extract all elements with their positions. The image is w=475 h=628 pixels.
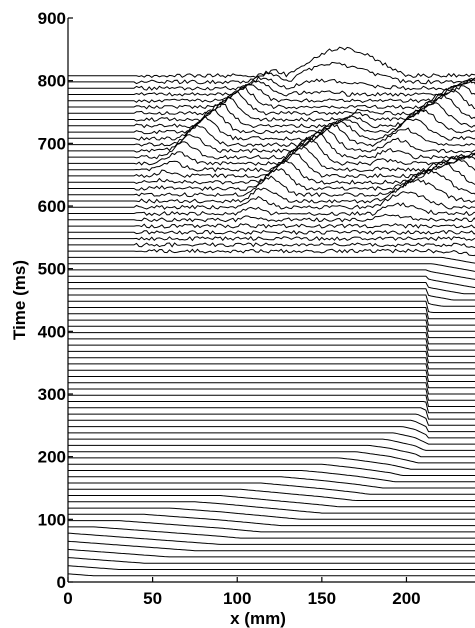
trace-line <box>67 573 475 577</box>
x-axis-title: x (mm) <box>230 609 286 628</box>
trace-line <box>68 444 475 458</box>
trace-line <box>68 136 475 166</box>
trace-line <box>68 319 475 332</box>
trace-line <box>68 178 475 204</box>
axes <box>67 18 475 583</box>
x-tick-label: 100 <box>223 589 251 608</box>
trace-line <box>67 540 475 552</box>
trace-line <box>68 93 475 122</box>
trace-line <box>67 548 475 558</box>
trace-line <box>68 76 475 91</box>
x-tick-label: 50 <box>143 589 162 608</box>
trace-line <box>68 482 475 495</box>
trace-line <box>68 332 475 345</box>
trace-line <box>68 229 475 235</box>
trace-line <box>68 307 475 320</box>
trace-line <box>68 382 475 395</box>
trace-line <box>68 202 475 217</box>
trace-line <box>68 168 475 198</box>
trace-line <box>68 61 475 85</box>
trace-line <box>67 565 475 570</box>
trace-line <box>68 451 475 464</box>
trace-line <box>68 223 475 229</box>
trace-line <box>68 376 475 389</box>
trace-line <box>68 150 475 179</box>
trace-line <box>68 294 475 307</box>
y-tick-label: 300 <box>38 385 66 404</box>
trace-line <box>68 457 475 470</box>
trace-line <box>68 526 475 539</box>
trace-line <box>68 131 475 160</box>
trace-line <box>68 126 475 154</box>
trace-line <box>68 115 475 141</box>
trace-line <box>68 357 475 370</box>
trace-line <box>68 282 475 295</box>
trace-line <box>68 313 475 326</box>
y-tick-label: 100 <box>38 510 66 529</box>
y-tick-label: 900 <box>38 9 66 28</box>
trace-line <box>68 236 475 242</box>
trace-line <box>68 350 475 364</box>
trace-line <box>68 77 475 97</box>
y-tick-label: 200 <box>38 448 66 467</box>
trace-line <box>68 191 475 210</box>
trace-line <box>68 275 475 288</box>
trace-line <box>68 46 475 79</box>
trace-line <box>68 507 475 520</box>
trace-lines <box>67 46 475 583</box>
trace-line <box>68 369 475 382</box>
trace-line <box>68 495 475 508</box>
trace-line <box>68 426 475 439</box>
trace-line <box>68 288 475 301</box>
y-tick-label: 0 <box>57 573 66 592</box>
trace-line <box>68 338 475 351</box>
trace-line <box>68 300 475 313</box>
trace-line <box>68 344 475 357</box>
x-ticks: 050100150200250 <box>63 577 421 608</box>
y-tick-label: 500 <box>38 260 66 279</box>
trace-line <box>68 488 475 501</box>
trace-line <box>68 248 475 257</box>
trace-line <box>68 213 475 223</box>
y-tick-label: 700 <box>38 134 66 153</box>
y-tick-label: 600 <box>38 197 66 216</box>
trace-line <box>68 470 475 483</box>
trace-line <box>68 413 475 426</box>
y-tick-label: 800 <box>38 72 66 91</box>
trace-line <box>68 394 475 407</box>
y-ticks: 0 100 200 300 400 500 600 700 800 900 <box>38 9 73 592</box>
trace-line <box>68 388 475 401</box>
trace-line <box>68 108 475 135</box>
trace-line <box>68 269 475 280</box>
trace-line <box>68 476 475 489</box>
trace-line <box>68 363 475 376</box>
x-tick-label: 150 <box>308 589 336 608</box>
trace-line <box>68 79 475 104</box>
trace-line <box>68 88 475 116</box>
trace-line <box>68 256 475 264</box>
trace-line <box>67 557 475 564</box>
trace-line <box>68 463 475 476</box>
y-tick-label: 400 <box>38 322 66 341</box>
trace-line <box>68 242 475 249</box>
trace-line <box>68 122 475 148</box>
trace-line <box>68 263 475 272</box>
trace-line <box>68 520 475 533</box>
y-axis-title: Time (ms) <box>10 260 29 340</box>
trace-line <box>67 532 475 545</box>
x-tick-label: 200 <box>392 589 420 608</box>
trace-line <box>68 419 475 433</box>
trace-line <box>68 401 475 414</box>
trace-line <box>68 501 475 514</box>
x-tick-label: 0 <box>63 589 72 608</box>
trace-line <box>68 513 475 527</box>
trace-line <box>68 325 475 339</box>
trace-line <box>68 407 475 420</box>
trace-line <box>68 432 475 445</box>
trace-line <box>68 84 475 110</box>
trace-line <box>68 438 475 451</box>
